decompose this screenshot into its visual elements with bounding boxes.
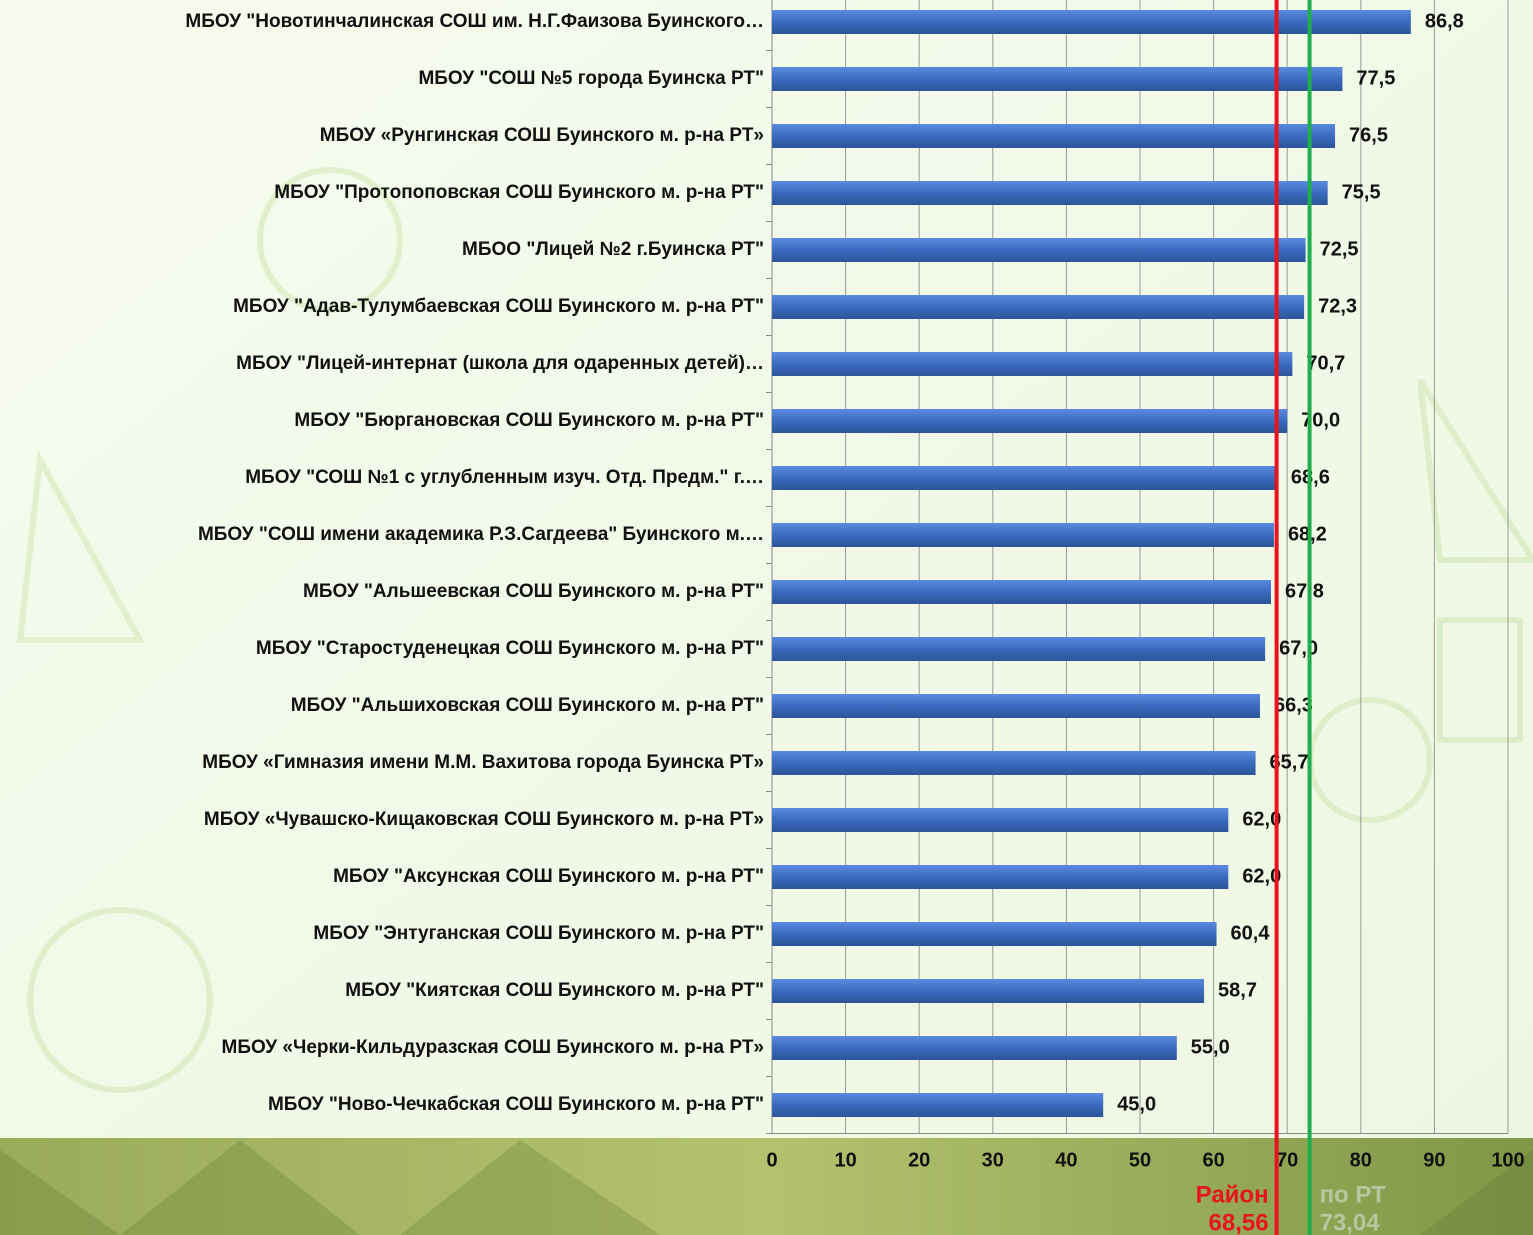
value-label: 66,3 — [1274, 694, 1313, 716]
y-tick-label: МБОУ "Альшиховская СОШ Буинского м. р-на… — [291, 695, 764, 716]
reference-name: Район — [1196, 1181, 1269, 1208]
y-tick-label: МБОО "Лицей №2 г.Буинска РТ" — [462, 239, 764, 260]
x-tick-label: 20 — [908, 1149, 930, 1171]
value-label: 60,4 — [1231, 922, 1271, 944]
x-tick-label: 70 — [1276, 1149, 1298, 1171]
value-label: 72,5 — [1320, 238, 1359, 260]
y-tick-label: МБОУ "Лицей-интернат (школа для одаренны… — [236, 353, 764, 374]
value-label: 77,5 — [1356, 67, 1395, 89]
value-label: 55,0 — [1191, 1036, 1230, 1058]
reference-value: 73,04 — [1320, 1209, 1381, 1235]
bar — [772, 580, 1272, 604]
value-label: 76,5 — [1349, 124, 1388, 146]
y-tick-label: МБОУ "Энтуганская СОШ Буинского м. р-на … — [313, 923, 764, 944]
bar — [772, 352, 1293, 376]
x-tick-label: 100 — [1491, 1149, 1524, 1171]
y-tick-label: МБОУ «Гимназия имени М.М. Вахитова город… — [202, 752, 764, 773]
value-label: 62,0 — [1242, 808, 1281, 830]
value-label: 67,8 — [1285, 580, 1324, 602]
value-label: 65,7 — [1270, 751, 1309, 773]
y-tick-label: МБОУ "Альшеевская СОШ Буинского м. р-на … — [303, 581, 764, 602]
value-label: 68,2 — [1288, 523, 1327, 545]
x-tick-label: 40 — [1055, 1149, 1077, 1171]
bar — [772, 865, 1229, 889]
x-tick-label: 80 — [1350, 1149, 1372, 1171]
bar — [772, 751, 1256, 775]
y-tick-label: МБОУ "СОШ №1 с углубленным изуч. Отд. Пр… — [245, 467, 764, 488]
y-tick-label: МБОУ "Бюргановская СОШ Буинского м. р-на… — [294, 410, 764, 431]
value-label: 70,7 — [1306, 352, 1345, 374]
y-tick-label: МБОУ "Аксунская СОШ Буинского м. р-на РТ… — [333, 866, 764, 887]
x-tick-label: 10 — [834, 1149, 856, 1171]
bar — [772, 1036, 1177, 1060]
bar — [772, 922, 1217, 946]
y-tick-label: МБОУ "СОШ №5 города Буинска РТ" — [418, 68, 764, 89]
x-tick-label: 90 — [1423, 1149, 1445, 1171]
bar — [772, 466, 1277, 490]
value-label: 67,0 — [1279, 637, 1318, 659]
bar — [772, 124, 1336, 148]
value-label: 75,5 — [1342, 181, 1381, 203]
value-label: 62,0 — [1242, 865, 1281, 887]
bar — [772, 181, 1328, 205]
bar — [772, 637, 1266, 661]
value-label: 86,8 — [1425, 10, 1464, 32]
bar — [772, 10, 1411, 34]
x-tick-label: 30 — [982, 1149, 1004, 1171]
bar — [772, 1093, 1104, 1117]
bar — [772, 808, 1229, 832]
value-label: 58,7 — [1218, 979, 1257, 1001]
bar — [772, 979, 1205, 1003]
y-tick-label: МБОУ "Старостуденецкая СОШ Буинского м. … — [256, 638, 764, 659]
value-label: 70,0 — [1301, 409, 1340, 431]
y-tick-label: МБОУ «Черки-Кильдуразская СОШ Буинского … — [222, 1037, 764, 1058]
y-tick-label: МБОУ "Киятская СОШ Буинского м. р-на РТ" — [345, 980, 764, 1001]
y-tick-label: МБОУ «Рунгинская СОШ Буинского м. р-на Р… — [320, 125, 764, 146]
value-label: 72,3 — [1318, 295, 1357, 317]
value-label: 45,0 — [1117, 1093, 1156, 1115]
bar — [772, 67, 1343, 91]
y-tick-label: МБОУ "СОШ имени академика Р.З.Сагдеева" … — [198, 524, 764, 545]
bar — [772, 295, 1305, 319]
y-tick-label: МБОУ "Новотинчалинская СОШ им. Н.Г.Фаизо… — [185, 11, 764, 32]
decoration — [16, 167, 1533, 1093]
y-tick-label: МБОУ «Чувашско-Кищаковская СОШ Буинского… — [204, 809, 764, 830]
y-tick-label: МБОУ "Ново-Чечкабская СОШ Буинского м. р… — [268, 1094, 764, 1115]
x-tick-label: 60 — [1202, 1149, 1224, 1171]
reference-name: по РТ — [1320, 1181, 1387, 1208]
y-tick-label: МБОУ "Адав-Тулумбаевская СОШ Буинского м… — [233, 296, 764, 317]
bar — [772, 409, 1288, 433]
bar — [772, 238, 1306, 262]
x-tick-label: 50 — [1129, 1149, 1151, 1171]
footer-pattern — [0, 1140, 1533, 1235]
bar — [772, 523, 1274, 547]
bar — [772, 694, 1260, 718]
x-tick-label: 0 — [766, 1149, 777, 1171]
reference-value: 68,56 — [1209, 1209, 1269, 1235]
y-tick-label: МБОУ "Протопоповская СОШ Буинского м. р-… — [274, 182, 764, 203]
